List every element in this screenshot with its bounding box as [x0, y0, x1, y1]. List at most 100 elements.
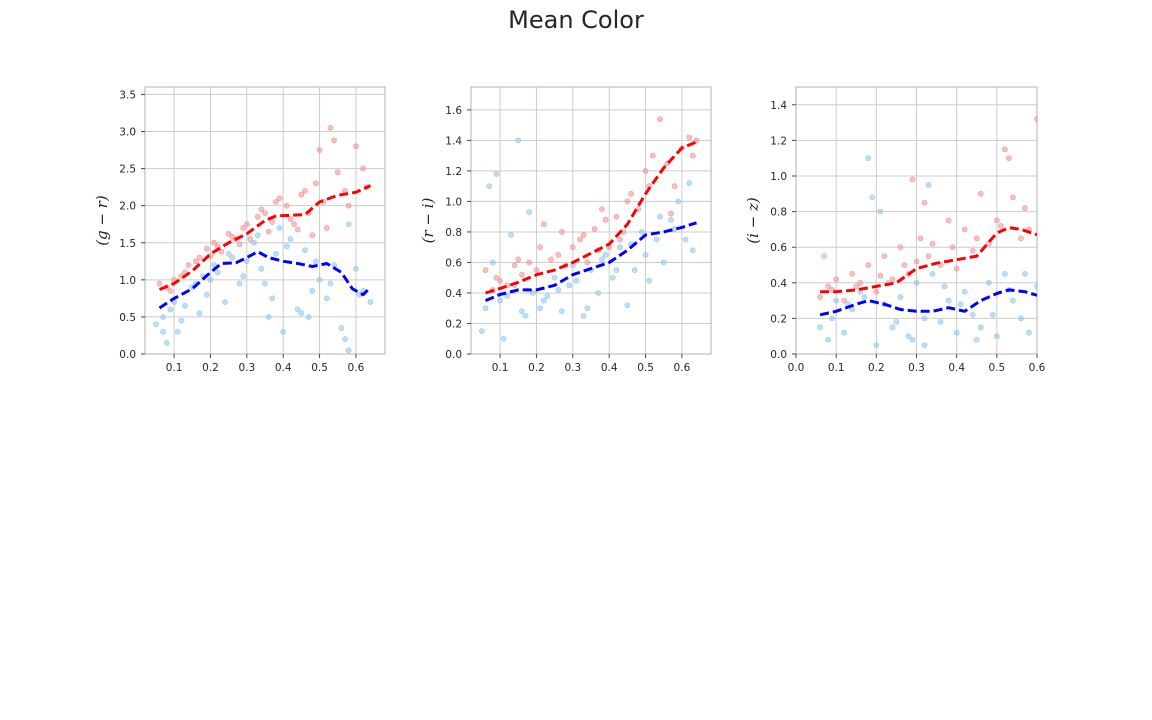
r-i-blue-point-12 [544, 293, 551, 299]
i-z-blue-point-29 [829, 315, 836, 322]
r-i-red-point-10 [555, 251, 562, 258]
r-i-blue-point-28 [660, 259, 667, 266]
g-r-red-point-8 [218, 248, 225, 255]
g-r-xtick-label-2: 0.3 [238, 362, 255, 374]
g-r-blue-point-13 [236, 280, 243, 287]
g-r-ytick-label-6: 3.0 [119, 127, 136, 139]
g-r-blue-point-17 [265, 314, 272, 320]
g-r-xtick-label-1: 0.2 [202, 362, 219, 374]
i-z-red-point-30 [877, 272, 884, 279]
i-z-blue-point-3 [833, 297, 840, 304]
g-r-ytick-label-4: 2.0 [119, 201, 136, 213]
g-r-blue-point-5 [182, 302, 188, 309]
g-r-blue-point-16 [258, 265, 265, 272]
g-r-red-point-46 [236, 241, 243, 248]
g-r-blue-point-49 [276, 225, 283, 231]
r-i-blue-point-10 [529, 290, 536, 296]
r-i-axes-frame [470, 86, 712, 355]
r-i-red-point-22 [642, 168, 649, 174]
chart-panel-r-i: 0.1 0.2 0.3 0.4 0.5 0.6 0.0 0.2 0.4 0.6 0.8 1.0 1.2 1… [419, 86, 712, 374]
r-i-blue-point-32 [689, 247, 696, 254]
i-z-blue-point-44 [921, 342, 928, 348]
r-i-blue-point-3 [489, 259, 496, 266]
g-r-blue-point-4 [174, 328, 181, 335]
i-z-blue-point-20 [969, 311, 976, 318]
r-i-blue-point-22 [617, 244, 623, 251]
i-z-blue-point-8 [873, 342, 880, 348]
i-z-blue-point-13 [913, 279, 920, 286]
i-z-blue-point-1 [821, 253, 828, 259]
r-i-red-point-18 [613, 213, 620, 220]
r-i-blue-point-17 [580, 312, 587, 319]
g-r-blue-point-33 [178, 317, 185, 324]
r-i-blue-point-24 [631, 267, 638, 273]
g-r-blue-point-50 [305, 314, 312, 320]
i-z-blue-point-21 [977, 324, 984, 331]
i-z-red-point-39 [1005, 155, 1012, 162]
g-r-blue-point-41 [298, 310, 305, 317]
i-z-blue-point-32 [877, 208, 884, 215]
g-r-red-point-6 [203, 245, 210, 252]
g-r-blue-point-29 [353, 265, 359, 272]
g-r-blue-point-37 [240, 273, 247, 280]
g-r-blue-point-1 [160, 314, 167, 320]
figure-title: Mean Color [508, 6, 644, 34]
i-z-blue-point-26 [1018, 315, 1024, 322]
g-r-blue-point-46 [160, 328, 167, 335]
r-i-blue-point-1 [482, 305, 489, 312]
i-z-blue-point-31 [861, 294, 868, 300]
i-z-red-point-32 [925, 253, 932, 259]
r-i-blue-point-2 [486, 183, 493, 190]
r-i-blue-point-39 [599, 256, 605, 263]
i-z-red-point-18 [961, 226, 968, 233]
r-i-blue-point-36 [555, 287, 562, 293]
i-z-red-point-14 [929, 240, 936, 247]
r-i-xtick-label-2: 0.3 [564, 362, 581, 374]
i-z-ytick-label-2: 0.4 [770, 278, 787, 290]
r-i-blue-point-6 [500, 335, 507, 342]
i-z-red-point-23 [1001, 146, 1008, 153]
g-r-blue-point-14 [243, 258, 250, 265]
i-z-red-point-0 [817, 294, 823, 300]
g-r-blue-point-40 [283, 243, 290, 250]
i-z-blue-point-23 [993, 333, 1000, 340]
g-r-red-point-26 [353, 143, 359, 150]
i-z-red-point-22 [993, 217, 1000, 224]
r-i-blue-point-43 [657, 213, 663, 220]
g-r-ytick-label-5: 2.5 [119, 164, 136, 176]
r-i-ylabel: (r − i) [419, 197, 437, 243]
r-i-red-point-41 [617, 236, 623, 243]
i-z-blue-point-7 [865, 155, 872, 162]
g-r-red-trend-line [158, 184, 372, 291]
g-r-blue-point-22 [302, 247, 308, 254]
chart-panel-i-z: 0.0 0.1 0.2 0.3 0.4 0.5 0.6 0.0 0.2 0.4 0.6 0.8 1.0 1… [744, 86, 1046, 374]
r-i-blue-point-38 [584, 305, 591, 312]
g-r-red-point-38 [316, 147, 323, 153]
i-z-blue-point-25 [1010, 297, 1016, 304]
i-z-xtick-label-2: 0.2 [868, 362, 885, 374]
r-i-red-point-31 [515, 256, 522, 263]
g-r-blue-point-38 [254, 232, 261, 239]
g-r-red-point-19 [298, 191, 305, 198]
i-z-red-point-5 [857, 279, 864, 286]
r-i-red-point-12 [569, 244, 576, 251]
g-r-blue-point-27 [338, 325, 345, 331]
r-i-blue-point-27 [653, 236, 660, 243]
r-i-blue-point-35 [540, 297, 547, 304]
i-z-red-point-25 [1018, 235, 1024, 242]
r-i-blue-point-34 [526, 209, 533, 216]
i-z-red-point-8 [881, 253, 888, 259]
g-r-red-point-7 [211, 239, 217, 246]
i-z-ytick-label-0: 0.0 [770, 349, 787, 361]
r-i-red-point-28 [686, 134, 693, 141]
i-z-red-point-27 [1034, 116, 1037, 122]
i-z-blue-point-42 [869, 194, 876, 201]
chart-panel-g-r: 0.1 0.2 0.3 0.4 0.5 0.6 0.0 0.5 1.0 1.5 2.0 2.5 3.0 3… [93, 86, 386, 374]
r-i-blue-point-25 [639, 229, 645, 235]
r-i-ytick-label-0: 0.0 [445, 349, 462, 361]
r-i-red-point-39 [689, 152, 696, 159]
g-r-red-point-13 [254, 213, 261, 220]
i-z-blue-point-39 [989, 311, 996, 318]
i-z-blue-point-10 [889, 324, 896, 331]
